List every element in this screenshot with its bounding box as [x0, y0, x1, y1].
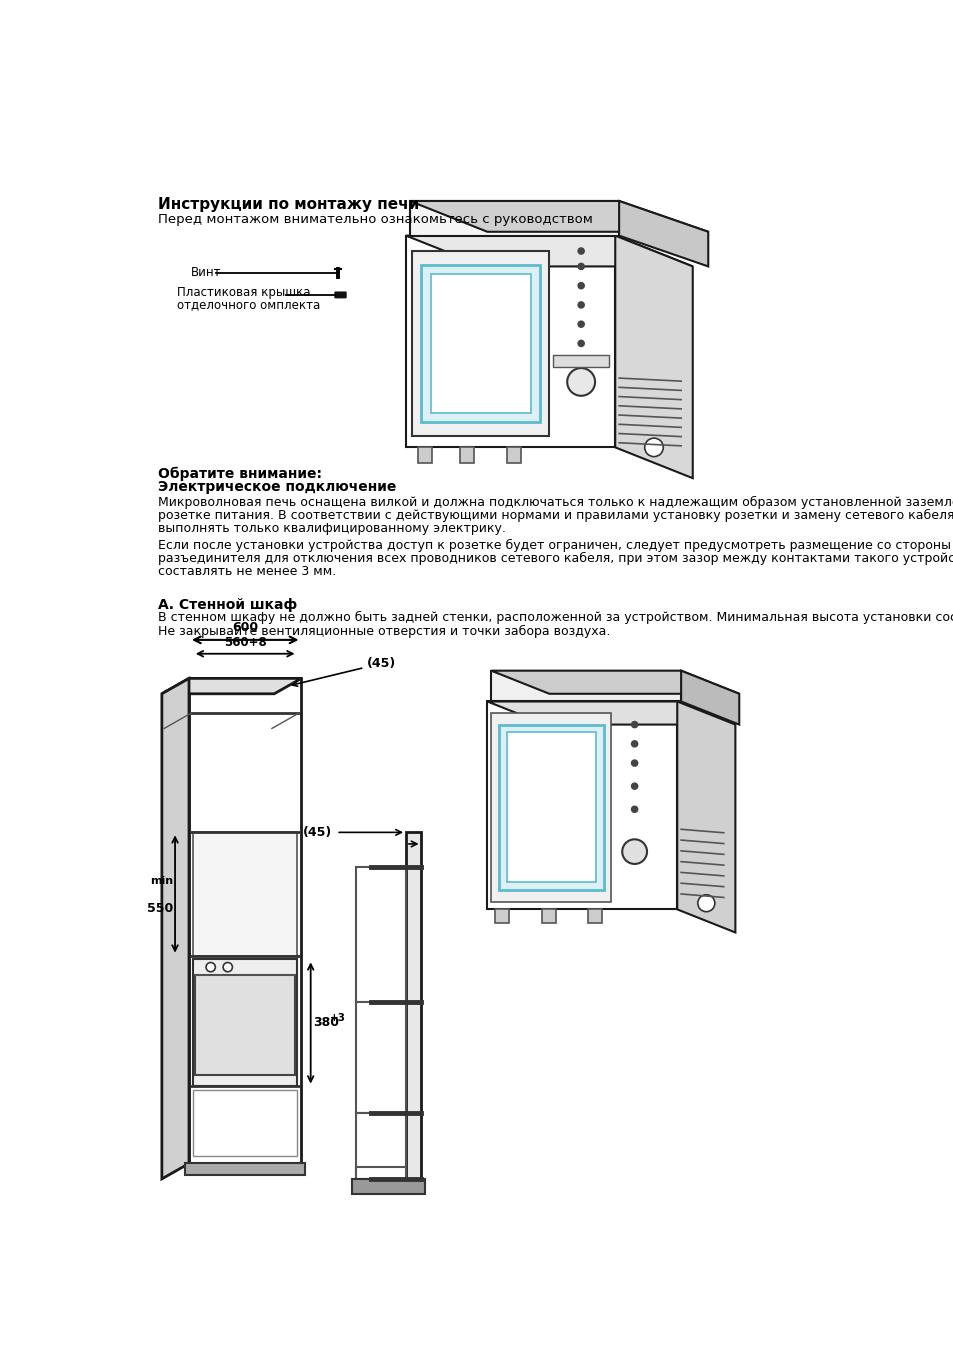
Circle shape	[644, 439, 662, 456]
Polygon shape	[162, 678, 301, 693]
Bar	[355, 1113, 406, 1179]
Bar	[185, 1163, 305, 1175]
Bar	[553, 355, 608, 367]
Circle shape	[578, 302, 583, 307]
Text: Если после установки устройства доступ к розетке будет ограничен, следует предус: Если после установки устройства доступ к…	[158, 539, 953, 552]
Bar	[459, 447, 474, 463]
Text: Не закрывайте вентиляционные отверстия и точки забора воздуха.: Не закрывайте вентиляционные отверстия и…	[158, 624, 610, 638]
FancyBboxPatch shape	[334, 291, 346, 298]
Text: Инструкции по монтажу печи: Инструкции по монтажу печи	[158, 198, 418, 213]
Text: Электрическое подключение: Электрическое подключение	[158, 481, 395, 494]
Bar	[541, 910, 555, 923]
Text: Винт: Винт	[192, 267, 222, 279]
Bar	[355, 1002, 406, 1113]
Circle shape	[223, 963, 233, 972]
Text: 600: 600	[232, 620, 258, 634]
Bar	[431, 274, 530, 413]
Circle shape	[631, 806, 637, 812]
Text: 550: 550	[147, 902, 173, 915]
Text: розетке питания. В соответствии с действующими нормами и правилами установку роз: розетке питания. В соответствии с действ…	[158, 509, 953, 523]
Bar	[193, 960, 297, 1086]
Polygon shape	[680, 670, 739, 724]
Bar	[421, 265, 539, 422]
Bar	[352, 1179, 425, 1194]
Text: разъединителя для отключения всех проводников сетевого кабеля, при этом зазор ме: разъединителя для отключения всех провод…	[158, 552, 953, 565]
Polygon shape	[410, 200, 618, 236]
Bar	[495, 910, 509, 923]
Polygon shape	[677, 701, 735, 933]
Circle shape	[578, 340, 583, 347]
Bar	[355, 867, 406, 1002]
Text: составлять не менее 3 мм.: составлять не менее 3 мм.	[158, 565, 335, 578]
Text: выполнять только квалифицированному электрику.: выполнять только квалифицированному элек…	[158, 523, 505, 535]
Text: Микроволновая печь оснащена вилкой и должна подключаться только к надлежащим обр: Микроволновая печь оснащена вилкой и дол…	[158, 496, 953, 509]
Text: 560+8: 560+8	[224, 636, 266, 649]
Polygon shape	[162, 678, 189, 1179]
Circle shape	[631, 783, 637, 789]
Text: Пластиковая крышка: Пластиковая крышка	[177, 287, 311, 299]
Polygon shape	[615, 236, 692, 478]
Circle shape	[697, 895, 714, 911]
Polygon shape	[406, 236, 615, 447]
Text: 380: 380	[313, 1017, 338, 1029]
Text: (45): (45)	[292, 657, 396, 686]
Circle shape	[578, 263, 583, 269]
Text: отделочного омплекта: отделочного омплекта	[177, 298, 320, 311]
Bar	[355, 1167, 406, 1179]
Bar	[498, 724, 603, 890]
Polygon shape	[189, 678, 301, 1163]
Bar	[193, 1090, 297, 1156]
Bar	[417, 447, 431, 463]
Polygon shape	[618, 200, 707, 267]
Text: +3: +3	[330, 1013, 346, 1024]
Polygon shape	[406, 236, 692, 267]
Polygon shape	[491, 670, 680, 701]
Polygon shape	[487, 701, 677, 910]
Bar	[587, 910, 601, 923]
Circle shape	[631, 722, 637, 727]
Circle shape	[578, 321, 583, 328]
Circle shape	[621, 839, 646, 864]
Text: А. Стенной шкаф: А. Стенной шкаф	[158, 597, 297, 612]
Bar	[406, 833, 421, 1179]
Text: min: min	[151, 876, 173, 887]
Polygon shape	[487, 701, 735, 724]
Bar	[412, 250, 549, 436]
Circle shape	[631, 760, 637, 766]
Circle shape	[567, 368, 595, 395]
Bar	[193, 833, 297, 956]
Polygon shape	[491, 670, 739, 693]
Text: Обратите внимание:: Обратите внимание:	[158, 467, 322, 481]
Text: (45): (45)	[303, 826, 332, 839]
Text: В стенном шкафу не должно быть задней стенки, расположенной за устройством. Мини: В стенном шкафу не должно быть задней ст…	[158, 612, 953, 624]
Bar	[506, 733, 596, 883]
Circle shape	[578, 283, 583, 288]
Circle shape	[631, 741, 637, 747]
Circle shape	[206, 963, 215, 972]
Polygon shape	[410, 200, 707, 232]
Circle shape	[578, 248, 583, 255]
Bar	[491, 714, 611, 902]
Bar	[195, 975, 294, 1075]
Text: Перед монтажом внимательно ознакомьтесь с руководством: Перед монтажом внимательно ознакомьтесь …	[158, 213, 592, 226]
Bar	[506, 447, 520, 463]
